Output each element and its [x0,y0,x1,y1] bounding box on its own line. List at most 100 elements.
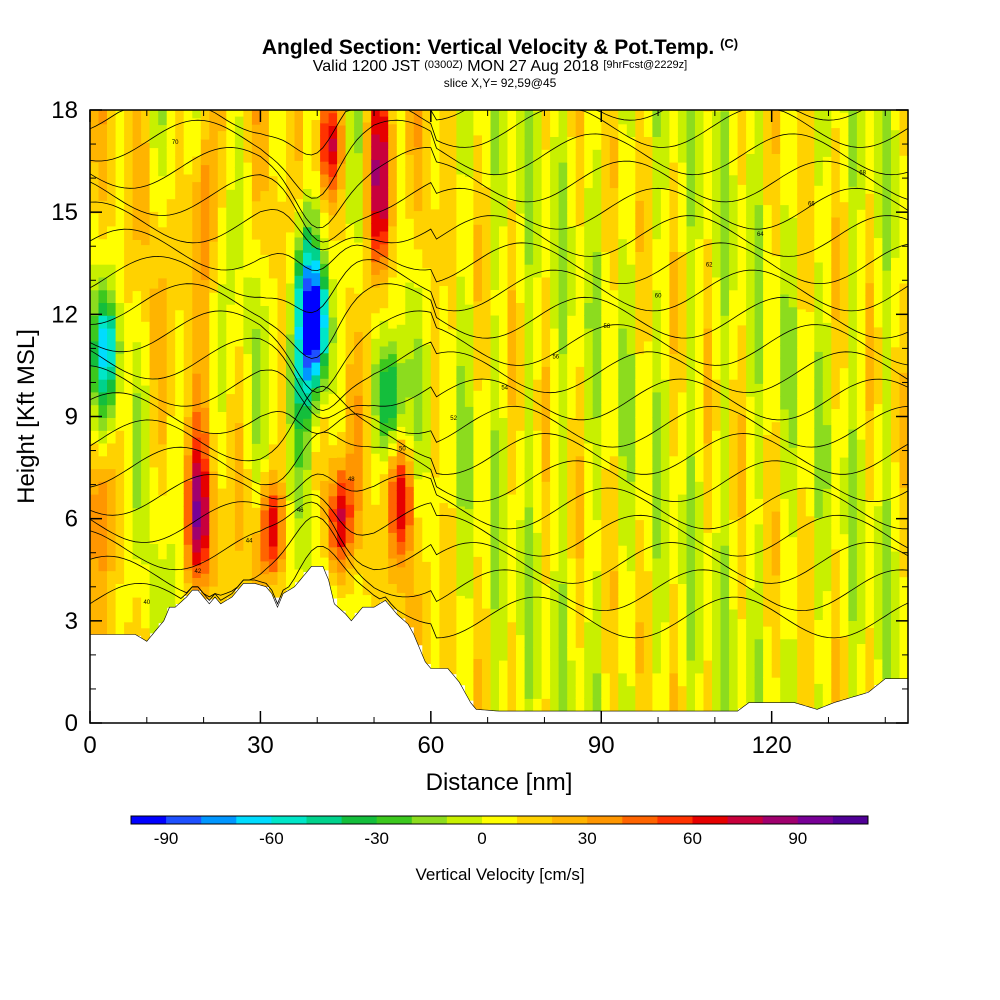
field-cell [626,481,636,495]
field-cell [286,231,296,246]
field-cell [482,212,492,226]
field-cell [677,276,687,291]
field-cell [746,383,756,397]
field-cell [413,631,423,646]
field-cell [490,340,500,354]
field-cell [677,213,687,227]
field-cell [345,491,355,505]
field-cell [320,148,330,162]
field-cell [226,419,236,433]
field-cell [771,625,781,640]
field-cell [430,259,440,274]
field-cell [763,110,773,116]
field-cell [158,226,168,240]
field-cell [848,288,858,302]
field-cell [158,316,168,330]
field-cell [831,191,841,205]
field-cell [234,562,244,577]
field-cell [464,457,474,471]
field-cell [183,557,193,571]
field-cell [243,225,253,240]
field-cell [371,517,381,531]
field-cell [405,307,415,321]
field-cell [277,482,287,496]
field-cell [447,277,457,292]
field-cell [303,545,313,560]
field-cell [524,200,534,214]
field-cell [260,484,270,498]
field-cell [686,506,696,521]
field-cell [234,243,244,258]
field-cell [618,149,628,163]
field-cell [737,669,747,683]
field-cell [524,149,534,163]
field-cell [541,698,551,712]
field-cell [635,110,645,125]
field-cell [337,278,347,292]
field-cell [848,607,858,621]
field-cell [226,201,236,216]
field-cell [413,184,423,199]
field-cell [601,583,611,597]
field-cell [712,608,722,623]
field-cell [107,225,117,240]
field-cell [107,110,117,125]
field-cell [695,379,705,393]
field-cell [200,432,210,447]
field-cell [609,200,619,214]
colorbar-swatch [306,816,343,824]
field-cell [456,122,466,137]
field-cell [456,212,466,226]
colorbar-tick-label: 90 [788,829,807,848]
field-cell [396,464,406,478]
field-cell [90,404,100,418]
field-cell [422,293,432,307]
field-cell [447,571,457,585]
field-cell [516,302,526,316]
field-cell [98,596,108,610]
field-cell [98,557,108,572]
field-cell [464,648,474,663]
field-cell [626,468,636,482]
field-cell [712,698,722,712]
field-cell [456,416,466,430]
field-cell [320,161,330,175]
field-cell [856,388,866,402]
field-cell [268,316,278,330]
field-cell [626,634,636,648]
field-cell [166,211,176,225]
field-cell [149,441,159,455]
field-cell [328,265,338,280]
field-cell [192,245,202,259]
field-cell [132,162,142,177]
field-cell [524,379,534,393]
field-cell [856,426,866,440]
field-cell [643,289,653,303]
field-cell [712,685,722,699]
field-cell [686,545,696,559]
field-cell [183,391,193,405]
field-cell [200,164,210,178]
field-cell [558,481,568,495]
field-cell [635,340,645,355]
field-cell [413,568,423,582]
field-cell [873,467,883,481]
field-cell [771,306,781,321]
field-cell [865,231,875,245]
field-cell [447,354,457,368]
field-cell [217,551,227,566]
field-cell [90,608,100,623]
field-cell [550,608,560,623]
field-cell [677,519,687,533]
field-cell [891,448,901,463]
field-cell [669,200,679,214]
field-cell [601,634,611,648]
field-cell [754,421,764,435]
field-cell [294,402,304,417]
field-cell [499,238,509,252]
field-cell [618,328,628,342]
field-cell [720,366,730,380]
field-cell [635,174,645,189]
field-cell [669,264,679,278]
field-cell [686,136,696,150]
